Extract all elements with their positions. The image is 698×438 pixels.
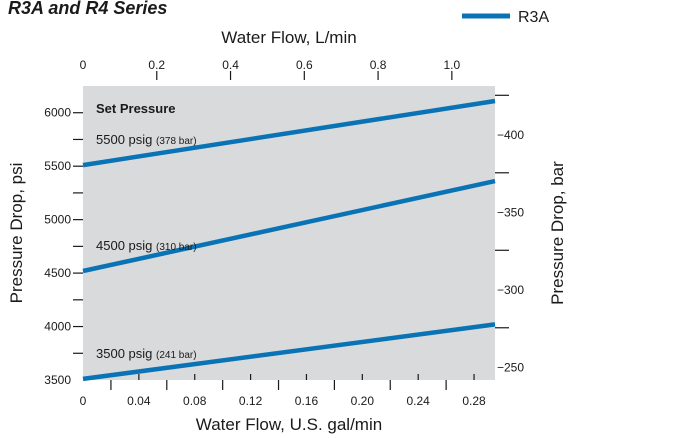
series-line: [82, 322, 496, 382]
plot-area: [83, 86, 495, 380]
top-axis-tick-label: 0.4: [222, 58, 239, 72]
left-axis-title: Pressure Drop, psi: [7, 163, 26, 304]
bottom-axis-tick-label: 0.28: [462, 394, 486, 408]
right-axis-title: Pressure Drop, bar: [548, 161, 567, 305]
left-axis-tick-label: 5000: [44, 213, 71, 227]
top-axis-tick-label: 0.6: [296, 58, 313, 72]
series-line: [82, 178, 496, 274]
bottom-axis-tick-label: 0.12: [239, 394, 263, 408]
bottom-axis-tick-label: 0.08: [183, 394, 207, 408]
top-axis-title: Water Flow, L/min: [221, 28, 356, 47]
series-label: 5500 psig (378 bar): [96, 132, 197, 147]
chart-title: R3A and R4 Series: [8, 0, 167, 18]
series-label: 3500 psig (241 bar): [96, 346, 197, 361]
bottom-axis-tick-label: 0.20: [351, 394, 375, 408]
right-axis-tick-label: −400: [497, 128, 524, 142]
bottom-axis-tick-label: 0.16: [295, 394, 319, 408]
bottom-axis-tick-label: 0.24: [407, 394, 431, 408]
right-axis-tick-label: −350: [497, 206, 524, 220]
top-axis-tick-label: 1.0: [444, 58, 461, 72]
bottom-axis-tick-label: 0.04: [127, 394, 151, 408]
annotation-heading: Set Pressure: [96, 101, 176, 116]
right-axis-tick-label: −300: [497, 283, 524, 297]
left-axis-tick-label: 4500: [44, 266, 71, 280]
top-axis-tick-label: 0: [80, 58, 87, 72]
left-axis-tick-label: 5500: [44, 159, 71, 173]
top-axis-tick-label: 0.8: [370, 58, 387, 72]
left-axis-tick-label: 3500: [44, 373, 71, 387]
bottom-axis-tick-label: 0: [80, 394, 87, 408]
series-line: [82, 98, 496, 168]
bottom-axis-title: Water Flow, U.S. gal/min: [196, 415, 382, 434]
legend-label: R3A: [518, 9, 549, 26]
right-axis-tick-label: −250: [497, 361, 524, 375]
top-axis-tick-label: 0.2: [148, 58, 165, 72]
left-axis-tick-label: 6000: [44, 106, 71, 120]
left-axis-tick-label: 4000: [44, 320, 71, 334]
series-label: 4500 psig (310 bar): [96, 238, 197, 253]
